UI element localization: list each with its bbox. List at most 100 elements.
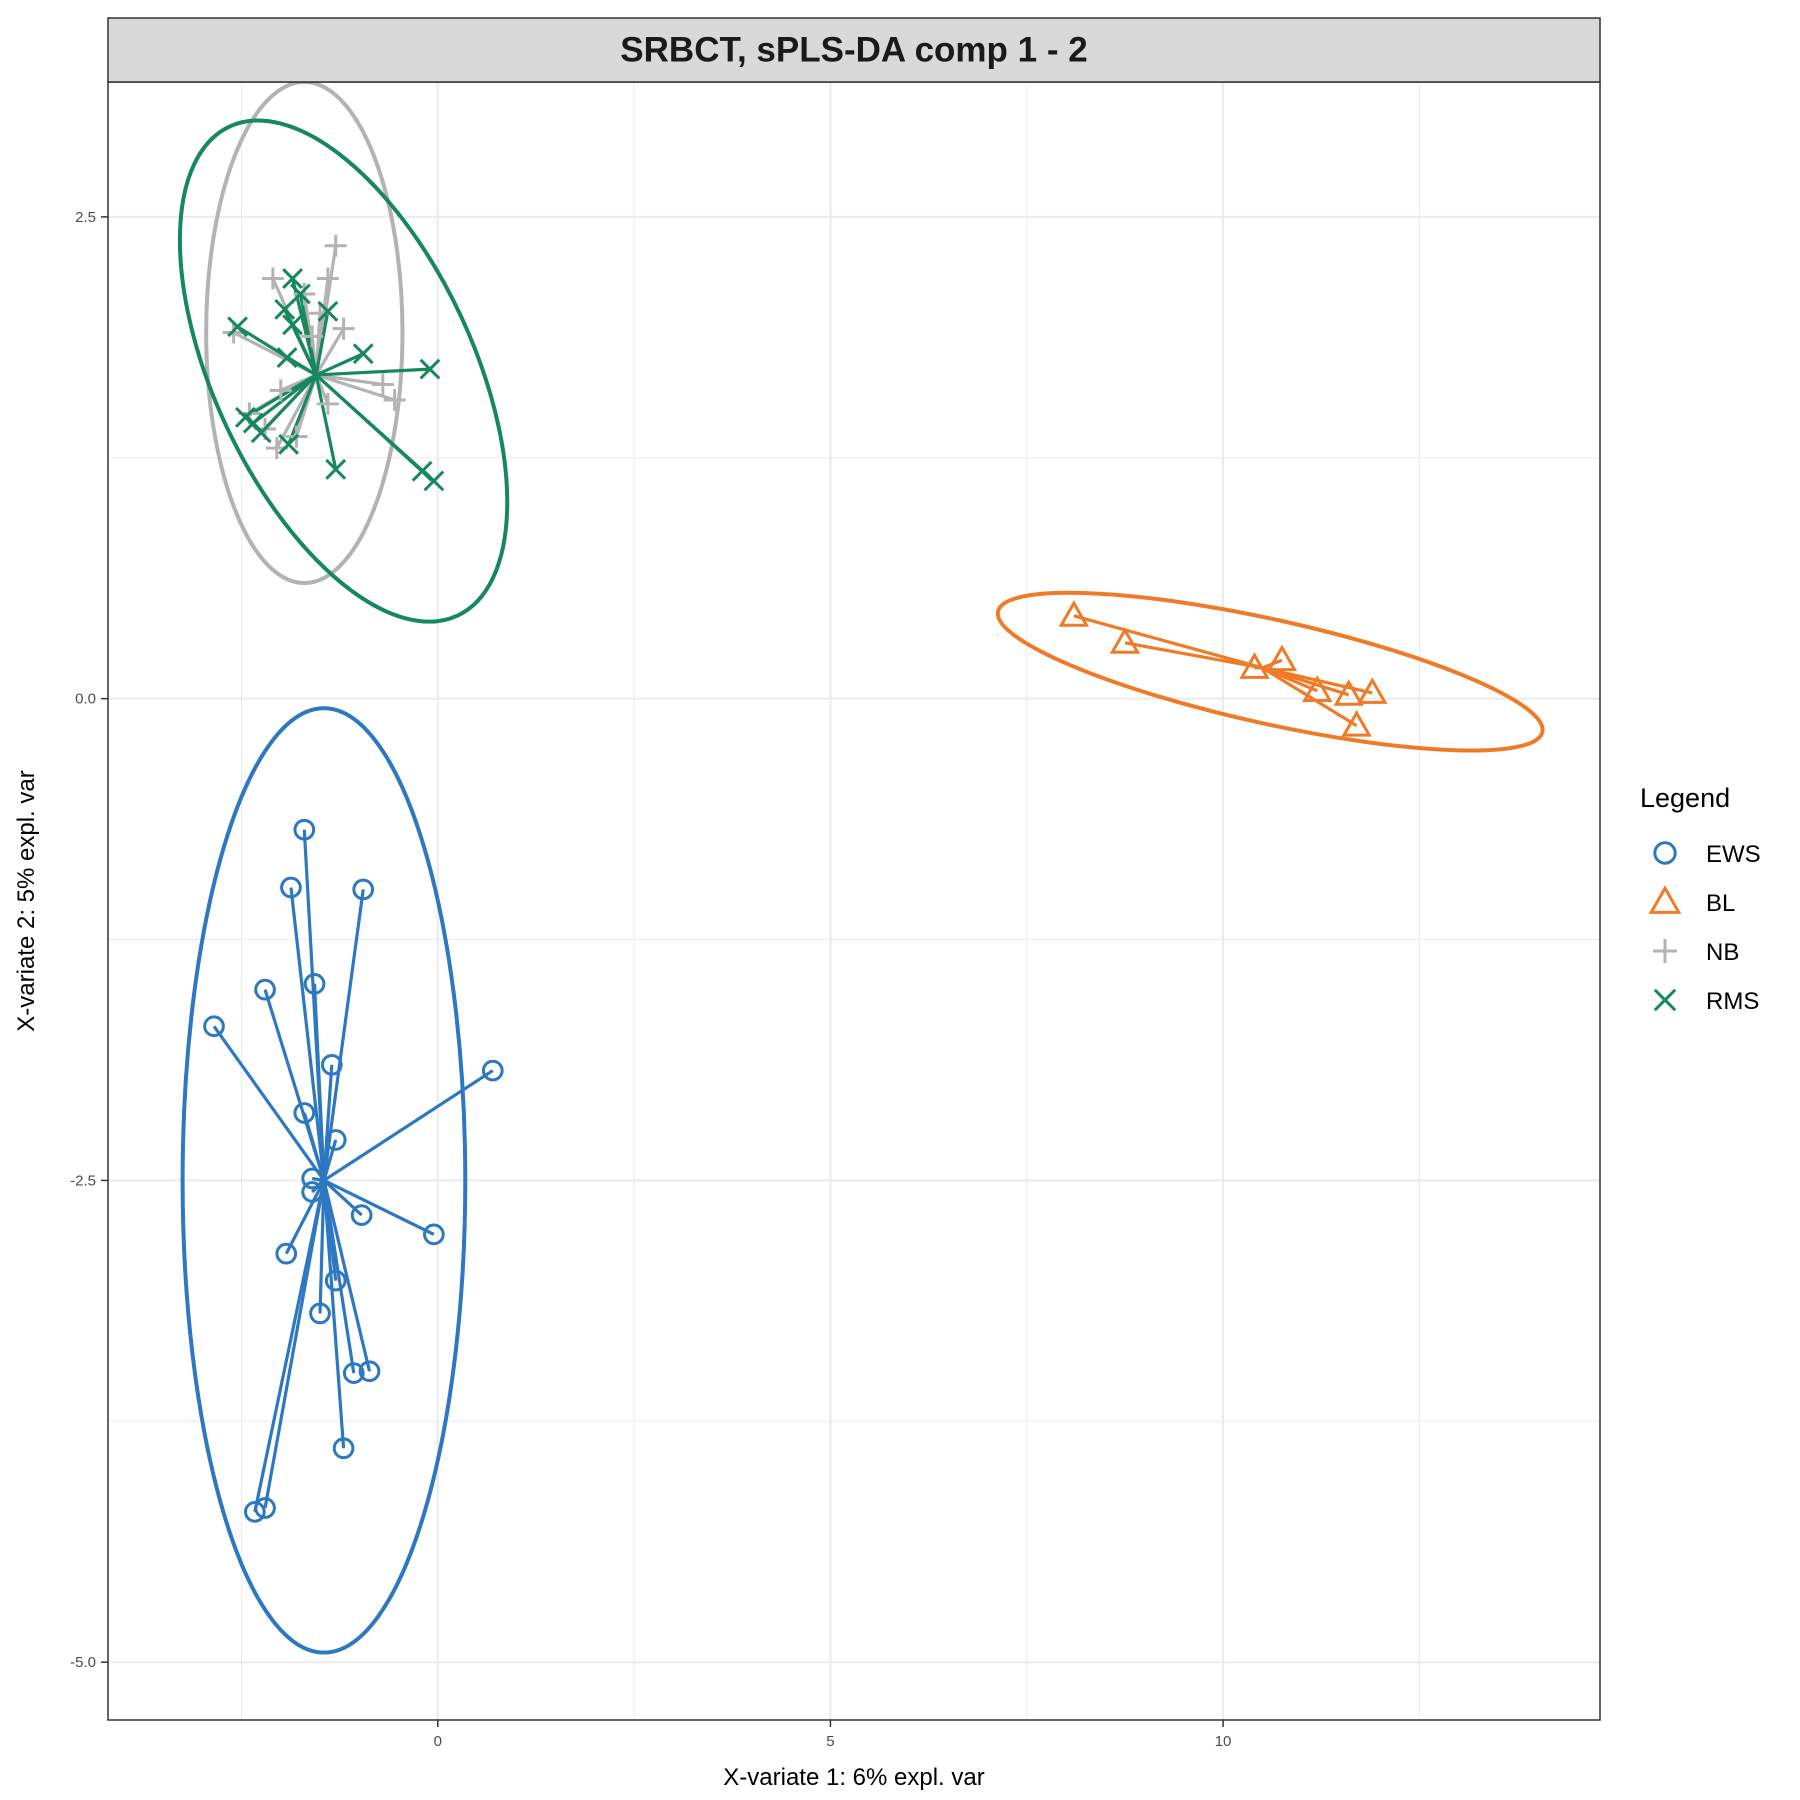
centroid-line-rms <box>287 374 318 445</box>
centroid-line-ews <box>323 1178 435 1236</box>
point-ews <box>301 1167 324 1190</box>
chart-title: SRBCT, sPLS-DA comp 1 - 2 <box>620 31 1087 70</box>
point-bl <box>1333 679 1364 706</box>
point-rms <box>278 433 300 455</box>
point-bl <box>1239 652 1270 679</box>
point-rms <box>282 314 303 336</box>
points <box>203 234 1388 1523</box>
axis-ticks: 0 5 10 2.5 0.0 -2.5 -5.0 <box>70 209 1231 1750</box>
centroid-line-ews <box>322 1180 356 1374</box>
point-bl <box>1266 644 1298 672</box>
point-ews <box>342 1362 365 1384</box>
point-rms <box>282 268 303 289</box>
point-rms <box>352 343 374 365</box>
centroid-line-nb <box>315 373 396 402</box>
centroid-line-rms <box>291 324 318 376</box>
x-tick-label: 0 <box>434 1733 442 1750</box>
legend-key-ews <box>1653 841 1677 865</box>
centroid-line-ews <box>322 1180 346 1449</box>
ellipse-ews <box>180 706 468 1655</box>
point-nb <box>383 388 406 411</box>
centroid-line-rms <box>252 373 318 425</box>
point-nb <box>316 267 339 290</box>
centroid-line-rms <box>315 352 364 377</box>
y-tick-label: 0.0 <box>75 691 96 708</box>
point-ews <box>423 1223 445 1246</box>
centroid-line-rms <box>298 293 318 376</box>
centroid-line-ews <box>312 983 326 1181</box>
point-nb <box>293 282 316 305</box>
point-nb <box>261 267 284 290</box>
point-bl <box>1302 675 1333 702</box>
point-rms <box>423 470 445 492</box>
legend-label-ews: EWS <box>1706 841 1761 868</box>
point-bl <box>1357 677 1388 704</box>
point-ews <box>293 818 316 841</box>
point-rms <box>419 358 441 380</box>
point-ews <box>243 1501 266 1523</box>
point-nb <box>371 373 394 396</box>
point-ews <box>280 876 302 899</box>
point-ews <box>352 878 375 901</box>
point-nb <box>324 234 347 257</box>
point-rms <box>276 347 298 368</box>
centroid-line-ews <box>253 1180 326 1513</box>
point-ews <box>254 978 276 1001</box>
x-axis-title: X-variate 1: 6% expl. var <box>723 1764 984 1791</box>
centroid-line-ews <box>284 1179 326 1255</box>
point-ews <box>275 1242 298 1265</box>
centroid-line-bl <box>1261 666 1358 728</box>
point-ews <box>332 1437 355 1460</box>
legend-key-rms <box>1653 988 1677 1012</box>
point-rms <box>250 422 272 444</box>
ellipse-bl <box>995 590 1545 753</box>
point-ews <box>254 1497 276 1519</box>
centroid-line-rms <box>259 373 318 434</box>
point-ews <box>303 973 326 995</box>
legend-label-bl: BL <box>1706 890 1735 917</box>
point-nb <box>301 325 324 348</box>
legend-title: Legend <box>1640 783 1730 813</box>
legend-key-bl <box>1648 885 1682 914</box>
centroid-lines <box>212 245 1373 1513</box>
point-ews <box>320 1053 343 1076</box>
centroid-line-rms <box>314 374 338 470</box>
centroid-line-ews <box>322 1139 338 1181</box>
point-ews <box>324 1269 347 1292</box>
point-ews <box>350 1204 373 1226</box>
centroid-line-bl <box>1124 641 1263 670</box>
point-ews <box>301 1181 324 1203</box>
centroid-line-rms <box>314 311 330 376</box>
ellipse-rms <box>177 118 510 624</box>
centroid-line-ews <box>302 1112 326 1181</box>
x-tick-label: 5 <box>826 1733 834 1750</box>
point-ews <box>324 1129 347 1151</box>
centroid-line-nb <box>315 373 384 387</box>
y-axis-title: X-variate 2: 5% expl. var <box>13 770 40 1031</box>
x-tick-label: 10 <box>1215 1733 1232 1750</box>
point-rms <box>227 316 248 338</box>
legend-label-nb: NB <box>1706 939 1739 966</box>
point-nb <box>269 379 292 402</box>
point-bl <box>1058 600 1090 627</box>
centroid-line-bl <box>1073 614 1263 670</box>
centroid-line-rms <box>316 367 431 377</box>
point-ews <box>309 1302 331 1325</box>
centroid-line-ews <box>318 1180 326 1314</box>
y-tick-label: 2.5 <box>75 209 96 226</box>
point-rms <box>274 298 296 320</box>
centroid-line-nb <box>314 327 345 376</box>
point-ews <box>203 1015 225 1038</box>
centroid-line-ews <box>322 1180 372 1372</box>
point-rms <box>411 460 433 482</box>
legend: Legend EWS BL NB RMS <box>1640 783 1761 1015</box>
point-ews <box>293 1102 316 1124</box>
title-strip <box>107 17 1601 83</box>
point-bl <box>1109 627 1141 654</box>
legend-key-nb <box>1653 939 1677 963</box>
point-rms <box>317 300 339 322</box>
centroid-line-ews <box>289 887 326 1181</box>
centroid-line-ews <box>323 1069 494 1182</box>
